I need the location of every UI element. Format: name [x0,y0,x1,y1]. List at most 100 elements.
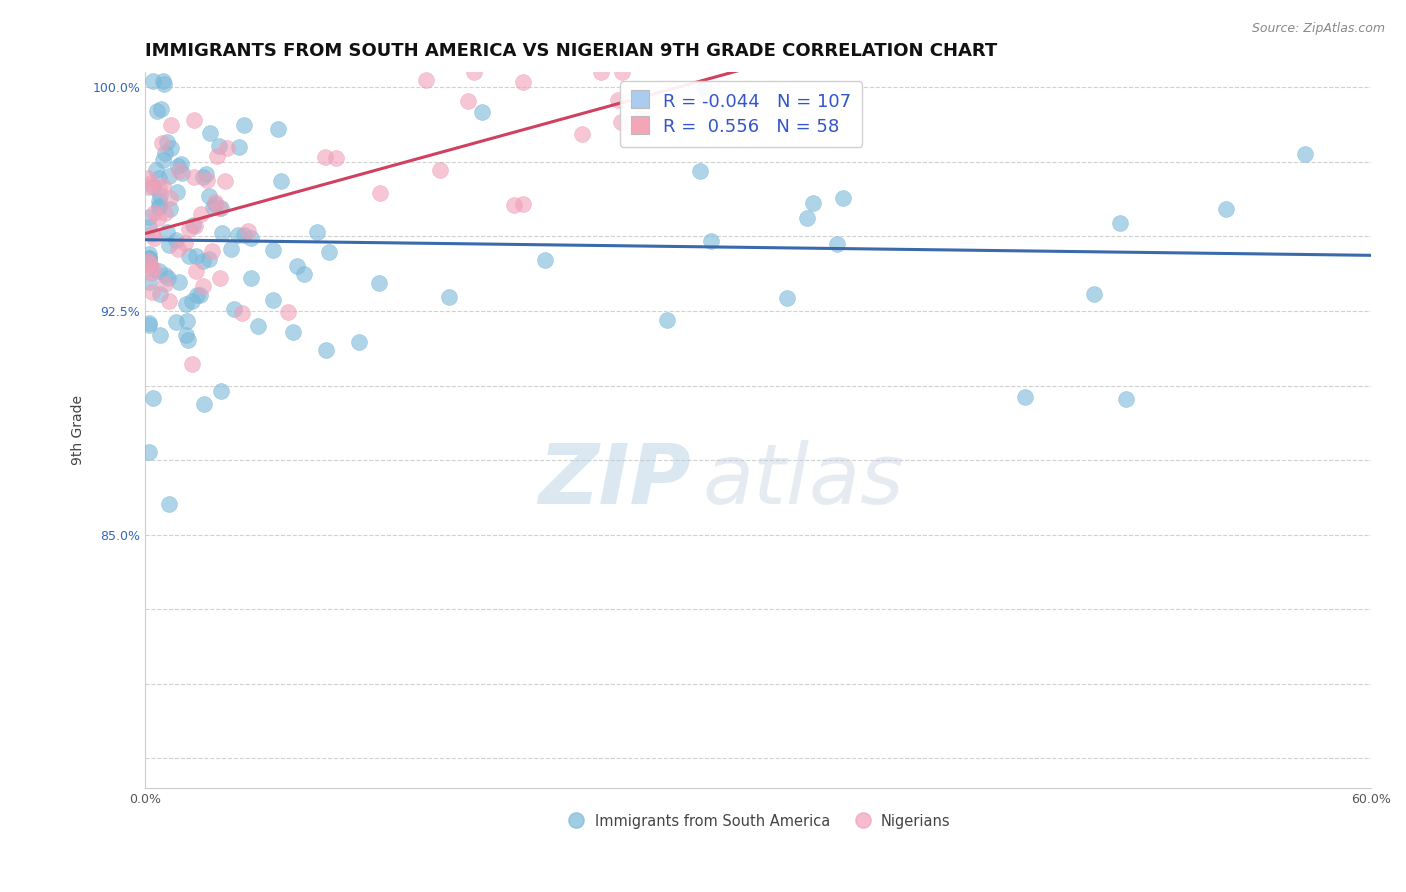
Point [150,102,173,116]
Point [368,186,391,200]
Point [470,104,492,119]
Point [204,197,226,211]
Point [174,235,197,250]
Point [157,169,180,184]
Point [292,267,315,281]
Point [184,219,207,233]
Point [148,263,170,277]
Point [209,384,232,399]
Point [457,94,479,108]
Point [267,122,290,136]
Point [191,169,214,184]
Point [801,196,824,211]
Point [155,277,177,292]
Point [176,314,198,328]
Point [152,153,174,168]
Point [233,227,256,242]
Point [219,242,242,256]
Text: IMMIGRANTS FROM SOUTH AMERICA VS NIGERIAN 9TH GRADE CORRELATION CHART: IMMIGRANTS FROM SOUTH AMERICA VS NIGERIA… [145,42,997,60]
Point [152,74,174,88]
Point [174,297,197,311]
Point [142,231,165,245]
Point [610,65,633,79]
Point [205,149,228,163]
Point [502,198,524,212]
Point [167,163,190,178]
Point [512,75,534,89]
Point [138,276,160,290]
Point [139,259,162,273]
Point [236,223,259,237]
Point [152,178,174,193]
Point [281,325,304,339]
Point [211,226,233,240]
Point [228,228,250,243]
Point [167,159,190,173]
Point [157,497,180,511]
Point [191,254,214,268]
Point [141,267,163,281]
Point [208,202,231,216]
Point [463,65,485,79]
Point [142,74,165,88]
Point [183,113,205,128]
Point [153,268,176,282]
Point [222,302,245,317]
Point [136,171,159,186]
Point [141,179,163,194]
Point [231,305,253,319]
Point [239,231,262,245]
Point [1215,202,1237,216]
Point [149,327,172,342]
Point [606,93,628,107]
Point [262,293,284,307]
Point [194,167,217,181]
Point [195,173,218,187]
Point [138,252,160,266]
Point [160,141,183,155]
Text: ZIP: ZIP [538,440,690,521]
Point [307,225,329,239]
Point [138,210,160,224]
Point [655,313,678,327]
Point [136,254,159,268]
Point [201,200,224,214]
Point [150,136,173,150]
Point [170,157,193,171]
Point [232,118,254,132]
Point [315,343,337,357]
Point [138,318,160,332]
Point [156,225,179,239]
Point [700,234,723,248]
Point [277,305,299,319]
Point [630,111,652,125]
Point [589,65,612,79]
Point [177,249,200,263]
Point [367,277,389,291]
Point [148,199,170,213]
Point [217,140,239,154]
Point [832,191,855,205]
Point [314,150,336,164]
Point [156,270,179,285]
Point [141,227,163,242]
Point [183,170,205,185]
Point [796,211,818,226]
Point [181,357,204,371]
Point [415,73,437,87]
Point [166,185,188,199]
Point [439,290,461,304]
Point [208,138,231,153]
Point [157,237,180,252]
Y-axis label: 9th Grade: 9th Grade [72,395,86,466]
Point [138,257,160,271]
Point [204,195,226,210]
Point [1115,392,1137,406]
Point [776,291,799,305]
Point [148,181,170,195]
Point [533,253,555,268]
Point [143,206,166,220]
Point [228,139,250,153]
Point [186,287,208,301]
Point [1014,390,1036,404]
